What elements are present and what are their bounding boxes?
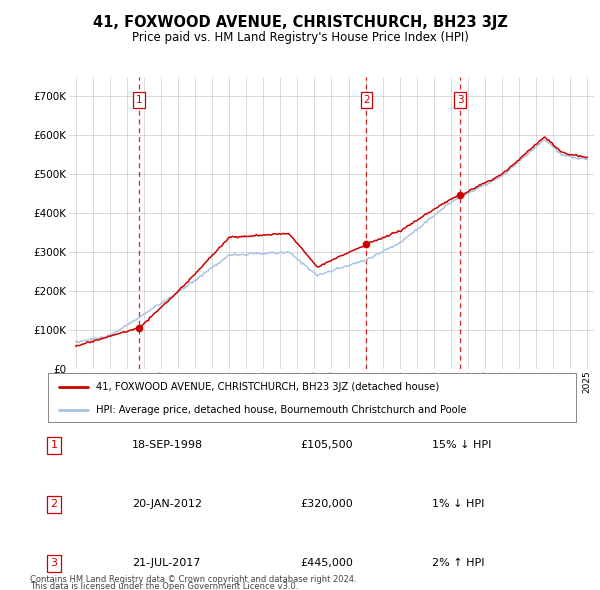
Text: 18-SEP-1998: 18-SEP-1998 [132, 441, 203, 450]
Text: 3: 3 [457, 95, 464, 105]
Text: £320,000: £320,000 [300, 500, 353, 509]
Text: 2: 2 [50, 500, 58, 509]
Text: 21-JUL-2017: 21-JUL-2017 [132, 559, 200, 568]
Text: HPI: Average price, detached house, Bournemouth Christchurch and Poole: HPI: Average price, detached house, Bour… [95, 405, 466, 415]
Text: 20-JAN-2012: 20-JAN-2012 [132, 500, 202, 509]
Text: Contains HM Land Registry data © Crown copyright and database right 2024.: Contains HM Land Registry data © Crown c… [30, 575, 356, 584]
Text: £445,000: £445,000 [300, 559, 353, 568]
Text: 41, FOXWOOD AVENUE, CHRISTCHURCH, BH23 3JZ (detached house): 41, FOXWOOD AVENUE, CHRISTCHURCH, BH23 3… [95, 382, 439, 392]
Text: Price paid vs. HM Land Registry's House Price Index (HPI): Price paid vs. HM Land Registry's House … [131, 31, 469, 44]
Text: 2: 2 [363, 95, 370, 105]
Text: 1: 1 [136, 95, 143, 105]
Text: This data is licensed under the Open Government Licence v3.0.: This data is licensed under the Open Gov… [30, 582, 298, 590]
Text: 1: 1 [50, 441, 58, 450]
Text: £105,500: £105,500 [300, 441, 353, 450]
Text: 3: 3 [50, 559, 58, 568]
Text: 15% ↓ HPI: 15% ↓ HPI [432, 441, 491, 450]
Text: 1% ↓ HPI: 1% ↓ HPI [432, 500, 484, 509]
Text: 2% ↑ HPI: 2% ↑ HPI [432, 559, 485, 568]
Text: 41, FOXWOOD AVENUE, CHRISTCHURCH, BH23 3JZ: 41, FOXWOOD AVENUE, CHRISTCHURCH, BH23 3… [92, 15, 508, 30]
